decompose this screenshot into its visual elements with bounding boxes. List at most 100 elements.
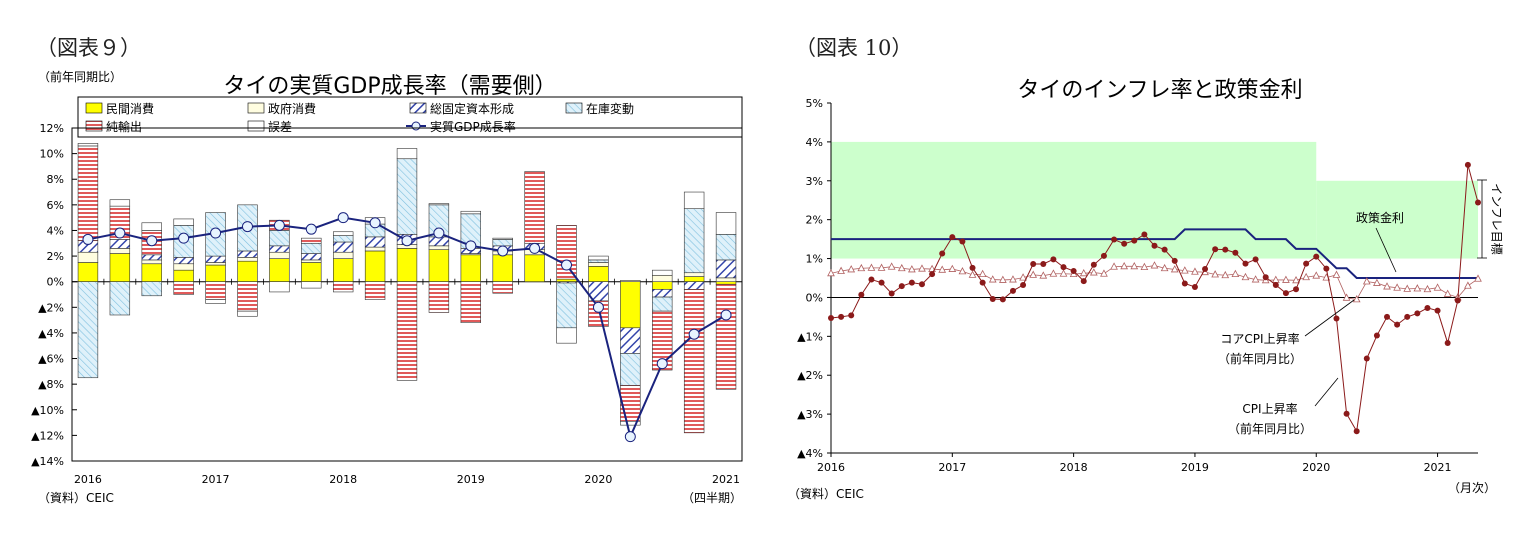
core-cpi-point bbox=[1362, 277, 1371, 285]
cpi-point bbox=[1121, 240, 1128, 247]
bar-private-consumption bbox=[492, 254, 513, 282]
cpi-point bbox=[1202, 266, 1209, 273]
cpi-point bbox=[999, 296, 1006, 303]
legend-government: 政府消費 bbox=[268, 101, 316, 116]
gdp-growth-point bbox=[210, 227, 222, 239]
legend-swatch-fixed bbox=[409, 102, 427, 114]
cpi-point bbox=[1464, 161, 1471, 168]
bar-error bbox=[269, 281, 290, 293]
bar-government-consumption bbox=[715, 277, 737, 282]
y-tick-label: 4% bbox=[47, 224, 64, 237]
bar-government-consumption bbox=[620, 280, 641, 282]
cpi-point bbox=[1191, 283, 1198, 290]
gdp-growth-point bbox=[688, 328, 700, 340]
gdp-growth-point bbox=[401, 235, 413, 247]
core-cpi-point bbox=[1049, 269, 1058, 277]
cpi-point bbox=[1313, 253, 1320, 260]
core-cpi-point bbox=[897, 263, 906, 272]
cpi-point bbox=[1353, 428, 1360, 435]
core-cpi-point bbox=[1393, 283, 1401, 291]
cpi-point bbox=[1343, 410, 1350, 417]
core-cpi-point bbox=[847, 265, 856, 273]
unit-label: （前年同期比） bbox=[38, 69, 122, 84]
x-tick-label: 2019 bbox=[1181, 461, 1209, 474]
bar-private-consumption bbox=[237, 260, 258, 282]
bar-fixed-capital bbox=[269, 245, 290, 253]
cpi-point bbox=[1070, 268, 1077, 274]
bar-private-consumption bbox=[460, 254, 481, 282]
bar-private-consumption bbox=[205, 264, 226, 282]
cpi-point bbox=[918, 281, 925, 288]
y-tick-label: ▲2% bbox=[38, 301, 64, 314]
x-tick-label: 2017 bbox=[938, 461, 966, 474]
core-cpi-point bbox=[1474, 274, 1482, 282]
core-cpi-point bbox=[1221, 270, 1230, 279]
gdp-growth-point bbox=[720, 309, 732, 321]
bar-government-consumption bbox=[364, 246, 386, 252]
bar-inventory bbox=[492, 239, 513, 247]
bar-error bbox=[620, 420, 641, 426]
legend-fixed: 総固定資本形成 bbox=[430, 101, 514, 116]
bar-inventory bbox=[141, 281, 162, 297]
chart-title: タイのインフレ率と政策金利 bbox=[1017, 78, 1302, 103]
core-cpi-point bbox=[1150, 261, 1159, 269]
core-cpi-point bbox=[1180, 266, 1189, 274]
gdp-line bbox=[82, 212, 732, 443]
cpi-point bbox=[949, 234, 956, 241]
bar-error bbox=[556, 327, 577, 344]
gdp-growth-point bbox=[82, 233, 94, 245]
core-cpi-point bbox=[948, 264, 957, 272]
gdp-growth-point bbox=[465, 240, 477, 252]
cpi-point bbox=[898, 283, 905, 290]
bar-net-exports bbox=[205, 281, 226, 300]
bar-private-consumption bbox=[364, 250, 386, 282]
cpi-point bbox=[1404, 313, 1411, 320]
core-cpi-point bbox=[1464, 281, 1472, 289]
bar-net-exports bbox=[332, 281, 354, 293]
core-cpi-point bbox=[1423, 284, 1432, 293]
core-cpi-point bbox=[938, 265, 947, 273]
cpi-point bbox=[1475, 199, 1481, 206]
bar-government-consumption bbox=[269, 251, 290, 259]
bar-error bbox=[460, 210, 481, 215]
cpi-point bbox=[1111, 236, 1118, 243]
cpi-point bbox=[939, 250, 946, 257]
bar-net-exports bbox=[524, 171, 545, 244]
bar-fixed-capital bbox=[332, 241, 354, 253]
cpi-point bbox=[848, 312, 855, 319]
annotation-core-cpi-1: コアCPI上昇率 bbox=[1220, 331, 1299, 346]
core-cpi-point bbox=[1231, 269, 1240, 278]
cpi-point bbox=[1212, 246, 1219, 253]
core-cpi-point bbox=[1110, 262, 1118, 270]
cpi-point bbox=[1080, 278, 1087, 285]
bar-government-consumption bbox=[301, 259, 322, 263]
core-cpi-point bbox=[1403, 284, 1412, 292]
gdp-growth-point bbox=[178, 232, 190, 244]
y-tick-label: ▲3% bbox=[797, 408, 823, 421]
cpi-point bbox=[1141, 231, 1148, 238]
bar-private-consumption bbox=[588, 266, 609, 282]
cpi-point bbox=[1030, 261, 1037, 267]
core-cpi-point bbox=[908, 265, 916, 273]
bar-fixed-capital bbox=[173, 257, 194, 265]
bar-net-exports bbox=[173, 281, 194, 295]
core-cpi-point bbox=[1332, 270, 1341, 278]
y-tick-label: ▲1% bbox=[797, 330, 823, 343]
legend-swatch-gdp-marker bbox=[411, 121, 421, 131]
cpi-point bbox=[1323, 265, 1330, 272]
core-cpi-point bbox=[1312, 271, 1321, 279]
core-cpi-point bbox=[887, 262, 896, 270]
bar-net-exports bbox=[77, 145, 99, 242]
bar-government-consumption bbox=[683, 272, 705, 277]
bar-government-consumption bbox=[428, 245, 450, 250]
bar-inventory bbox=[77, 281, 99, 379]
bar-government-consumption bbox=[77, 251, 99, 263]
y-tick-label: 4% bbox=[806, 136, 823, 149]
legend-error: 誤差 bbox=[268, 119, 292, 134]
bar-private-consumption bbox=[301, 262, 322, 282]
bar-net-exports bbox=[620, 385, 641, 422]
x-tick-label: 2020 bbox=[1302, 461, 1330, 474]
y-tick-label: 6% bbox=[47, 199, 64, 212]
bar-private-consumption bbox=[396, 248, 418, 282]
annotation-policy-rate: 政策金利 bbox=[1356, 210, 1404, 225]
